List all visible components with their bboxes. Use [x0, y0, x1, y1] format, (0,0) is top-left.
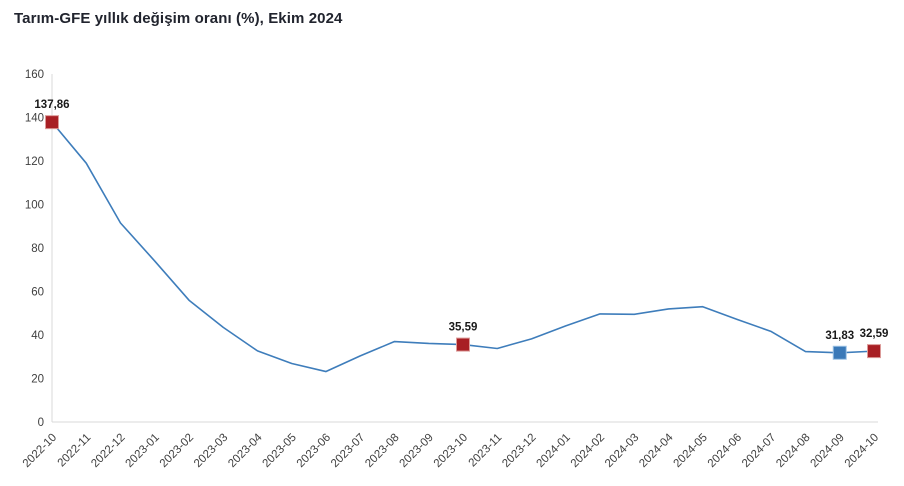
x-axis-tick-label: 2022-12 — [89, 432, 127, 470]
x-axis-tick-label: 2023-05 — [261, 432, 299, 470]
x-axis-tick-label: 2024-04 — [637, 431, 676, 470]
x-axis-tick-label: 2023-01 — [124, 432, 162, 470]
y-axis-tick-label: 100 — [25, 200, 44, 212]
x-axis-tick-label: 2023-06 — [295, 432, 333, 470]
x-axis-tick-label: 2024-10 — [843, 432, 881, 470]
chart-title: Tarım-GFE yıllık değişim oranı (%), Ekim… — [14, 10, 343, 27]
x-axis-tick-label: 2023-04 — [226, 431, 265, 470]
data-point-label: 35,59 — [449, 322, 478, 334]
x-axis-tick-label: 2023-08 — [363, 432, 401, 470]
x-axis-tick-label: 2022-10 — [21, 432, 59, 470]
x-axis-tick-label: 2023-03 — [192, 432, 230, 470]
x-axis-tick-label: 2024-01 — [535, 432, 573, 470]
x-axis-tick-label: 2023-11 — [467, 432, 505, 470]
y-axis-tick-label: 20 — [31, 374, 44, 386]
x-axis-tick-label: 2024-02 — [569, 432, 607, 470]
x-axis-tick-label: 2024-05 — [672, 432, 710, 470]
y-axis-tick-label: 60 — [31, 287, 44, 299]
x-axis-tick-label: 2024-08 — [774, 432, 812, 470]
y-axis-tick-label: 0 — [38, 417, 44, 429]
data-point-label: 31,83 — [825, 330, 854, 342]
x-axis-tick-label: 2023-07 — [329, 432, 367, 470]
y-axis-tick-label: 160 — [25, 69, 44, 81]
data-point-label: 32,59 — [860, 328, 889, 340]
data-point-marker — [832, 345, 847, 360]
series-line — [51, 121, 875, 373]
x-axis-tick-label: 2023-12 — [500, 432, 538, 470]
data-point-marker — [45, 115, 59, 130]
x-axis-tick-label: 2024-03 — [603, 432, 641, 470]
x-axis-tick-label: 2024-09 — [809, 432, 847, 470]
y-axis-tick-label: 40 — [31, 330, 44, 342]
y-axis-tick-label: 120 — [25, 156, 44, 168]
data-point-marker — [867, 344, 881, 359]
x-axis-tick-label: 2024-07 — [740, 432, 778, 470]
x-axis-tick-label: 2023-09 — [398, 432, 436, 470]
data-point-label: 137,86 — [34, 99, 69, 111]
data-point-marker — [456, 337, 470, 352]
x-axis-tick-label: 2024-06 — [706, 432, 744, 470]
x-axis-tick-label: 2022-11 — [56, 432, 94, 470]
y-axis-tick-label: 140 — [25, 113, 44, 125]
x-axis-tick-label: 2023-02 — [158, 432, 196, 470]
x-axis-tick-label: 2023-10 — [432, 432, 470, 470]
y-axis-tick-label: 80 — [31, 243, 44, 255]
